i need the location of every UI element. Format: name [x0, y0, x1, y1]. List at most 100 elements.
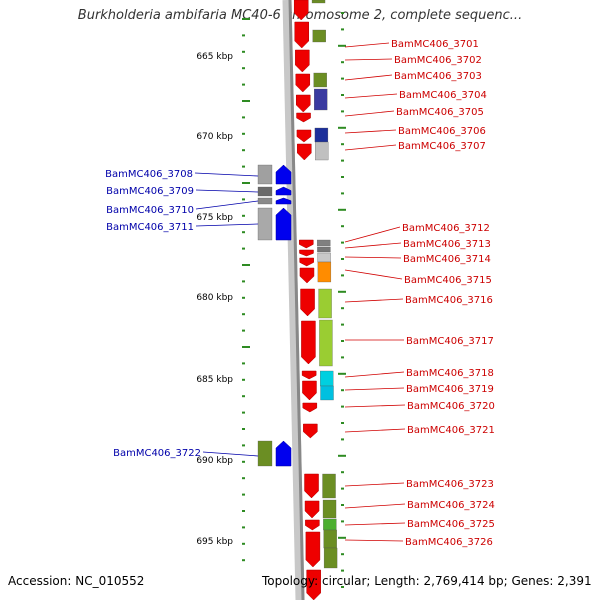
forward-gene-arrow [296, 112, 311, 123]
gene-label-right: BamMC406_3717 [406, 336, 494, 347]
left-tick [242, 182, 250, 184]
right-tick [341, 553, 344, 556]
right-tick [341, 586, 344, 588]
gene-label-right: BamMC406_3716 [405, 295, 493, 306]
feature-block [315, 141, 329, 161]
forward-gene-arrow [299, 267, 315, 284]
feature-block [318, 288, 332, 319]
forward-gene-arrow [295, 73, 311, 93]
right-tick [341, 176, 344, 178]
left-tick [242, 313, 245, 316]
right-tick [341, 323, 344, 326]
leader-line [344, 269, 403, 280]
left-tick [242, 50, 245, 53]
right-tick [341, 356, 344, 359]
gene-label-right: BamMC406_3702 [394, 55, 482, 66]
leader-line [195, 189, 259, 193]
kbp-label: 690 kbp [196, 456, 233, 466]
feature-block [319, 319, 333, 367]
gene-label-right: BamMC406_3704 [399, 90, 487, 101]
feature-block [257, 197, 273, 205]
gene-label-right: BamMC406_3719 [406, 384, 494, 395]
left-tick [242, 428, 245, 430]
feature-block [317, 261, 332, 283]
leader-line [344, 404, 406, 408]
right-tick [341, 307, 344, 310]
gene-features [275, 0, 321, 600]
left-tick [242, 542, 245, 545]
forward-gene-arrow [293, 0, 309, 21]
leader-line [344, 256, 402, 259]
feature-block [313, 72, 327, 88]
forward-gene-arrow [297, 143, 312, 161]
left-tick [242, 346, 250, 348]
feature-block [322, 499, 337, 519]
forward-gene-arrow [299, 249, 314, 257]
left-tick [242, 362, 245, 365]
leader-line [344, 242, 402, 249]
leader-line [344, 371, 405, 378]
right-tick [341, 77, 344, 80]
right-tick [341, 487, 344, 490]
gene-label-right: BamMC406_3713 [403, 239, 491, 250]
leader-line [344, 144, 397, 151]
gene-label-right: BamMC406_3703 [394, 71, 482, 82]
kbp-label: 670 kbp [196, 132, 233, 142]
right-tick [341, 241, 344, 244]
gene-label-left: BamMC406_3711 [106, 222, 194, 233]
right-tick [341, 12, 344, 14]
kbp-label: 685 kbp [196, 375, 233, 385]
leader-line [344, 428, 406, 433]
feature-block [314, 88, 328, 111]
gene-label-right: BamMC406_3724 [407, 500, 495, 511]
right-tick [341, 438, 344, 441]
gene-label-right: BamMC406_3718 [406, 368, 494, 379]
left-tick [242, 264, 250, 266]
forward-gene-arrow [303, 423, 318, 439]
accession-text: Accession: NC_010552 [8, 574, 145, 588]
forward-gene-arrow [305, 531, 321, 568]
left-tick [242, 214, 245, 217]
right-tick [341, 520, 344, 523]
gene-label-right: BamMC406_3705 [396, 107, 484, 118]
right-tick [341, 61, 344, 64]
reverse-gene-arrow [275, 197, 292, 205]
feature-block [320, 370, 334, 387]
kbp-label: 675 kbp [196, 213, 233, 223]
forward-gene-arrow [306, 569, 321, 600]
feature-block [257, 207, 273, 241]
reverse-gene-arrow [275, 164, 292, 185]
left-tick [242, 296, 245, 299]
feature-block [320, 385, 334, 401]
forward-gene-arrow [295, 49, 310, 73]
gene-label-right: BamMC406_3720 [407, 401, 495, 412]
left-tick-column [242, 18, 250, 562]
feature-block [257, 164, 273, 185]
leader-line [344, 539, 404, 542]
forward-gene-arrow [304, 473, 319, 499]
left-tick [242, 493, 245, 496]
feature-block [312, 29, 326, 43]
gene-labels: BamMC406_3701 BamMC406_3702 BamMC406_3703 B… [105, 39, 495, 548]
left-tick [242, 18, 250, 20]
feature-block [323, 518, 337, 531]
left-tick [242, 395, 245, 398]
right-tick [338, 536, 346, 539]
right-tick [338, 372, 346, 375]
feature-block [323, 529, 337, 549]
left-tick [242, 247, 245, 250]
gene-label-left: BamMC406_3709 [106, 186, 194, 197]
left-tick [242, 411, 245, 414]
leader-line [344, 482, 405, 487]
left-tick [242, 132, 245, 135]
right-tick [341, 225, 344, 228]
leader-line [202, 451, 259, 457]
right-tick [341, 340, 344, 342]
reverse-gene-arrow [275, 440, 292, 467]
left-tick [242, 198, 245, 201]
feature-block [257, 440, 273, 467]
forward-gene-arrow [301, 320, 316, 365]
leader-line [344, 42, 390, 48]
right-tick [341, 569, 344, 572]
left-tick [242, 100, 250, 102]
